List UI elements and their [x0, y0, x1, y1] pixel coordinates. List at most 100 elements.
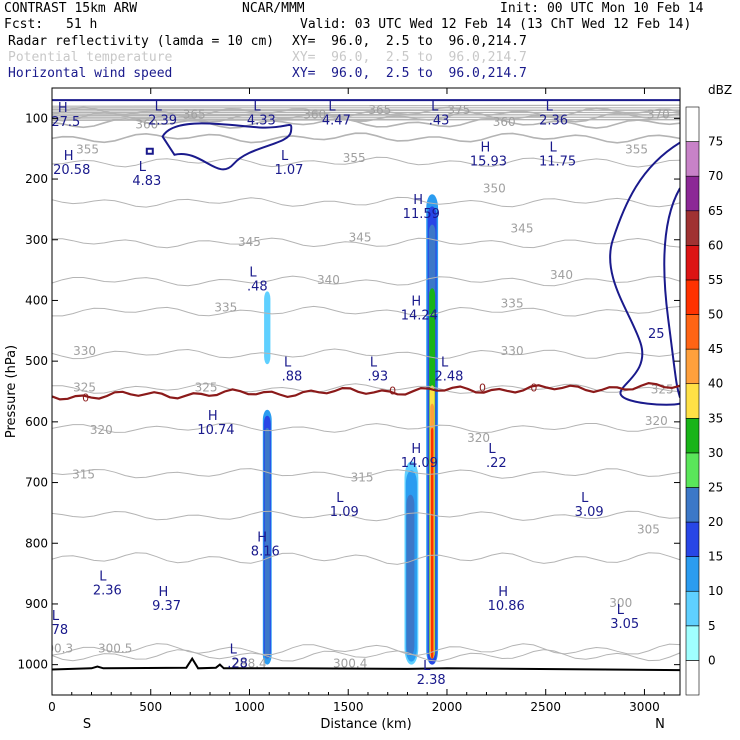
hl-value-11: 11.59: [403, 207, 440, 222]
hl-value-23: 2.36: [93, 584, 122, 599]
colorbar-level-15: 75: [708, 135, 723, 149]
hl-value-10: 11.75: [539, 155, 576, 170]
field-1-name: Radar reflectivity (lamda = 10 cm): [8, 34, 275, 49]
colorbar-level-4: 20: [708, 515, 723, 529]
colorbar-swatch-5: [685, 487, 700, 523]
hl-value-7: 4.83: [132, 174, 161, 189]
hl-mark-12: L: [249, 266, 257, 281]
organization: NCAR/MMM: [242, 1, 305, 16]
colorbar-swatch-9: [685, 348, 700, 385]
theta-contour-300.3: [52, 649, 680, 662]
freezing-level-label-0: 0: [82, 392, 89, 405]
colorbar-level-2: 10: [708, 584, 723, 598]
hl-mark-14: L: [284, 355, 292, 370]
theta-label-30: 300.3: [39, 642, 73, 656]
y-tick-label-2: 300: [25, 233, 48, 247]
colorbar-level-11: 55: [708, 273, 723, 287]
theta-band-line-3: [52, 109, 680, 112]
theta-contour-300.5: [52, 643, 680, 656]
hl-value-29: 2.38: [417, 673, 446, 688]
init-time: Init: 00 UTC Mon 10 Feb 14: [500, 1, 704, 16]
theta-label-22: 325: [651, 382, 674, 396]
hl-mark-4: L: [431, 99, 439, 114]
y-tick-label-7: 800: [25, 536, 48, 550]
hl-mark-9: H: [480, 141, 490, 156]
colorbar-level-1: 5: [708, 619, 716, 633]
hl-mark-15: L: [370, 355, 378, 370]
colorbar-swatch-15: [685, 141, 700, 177]
axes-layer: 0 500 1000 1500 2000 2500 30001002003004005006…: [4, 88, 680, 732]
hl-mark-6: H: [64, 149, 74, 164]
theta-band-line-9: [52, 118, 680, 122]
theta-label-4: 375: [447, 103, 470, 117]
theta-label-3: 365: [368, 103, 391, 117]
colorbar-swatch-14: [685, 175, 700, 212]
hl-value-17: 10.74: [197, 423, 234, 438]
theta-contour-320: [52, 422, 680, 434]
colorbar-level-13: 65: [708, 204, 723, 218]
hl-value-5: 2.36: [539, 113, 568, 128]
theta-contour-345: [52, 237, 680, 249]
theta-label-24: 320: [467, 431, 490, 445]
hl-value-8: 1.07: [275, 163, 304, 178]
hl-value-18: 14.09: [401, 456, 438, 471]
y-tick-label-8: 900: [25, 597, 48, 611]
theta-label-21: 325: [195, 381, 218, 395]
hl-value-19: .22: [486, 456, 507, 471]
theta-label-0: 360: [135, 118, 158, 132]
hl-value-16: 2.48: [434, 369, 463, 384]
colorbar-swatch-11: [685, 279, 700, 315]
x-tick-label-1: 500: [139, 700, 162, 714]
theta-label-33: 300.4: [333, 657, 367, 671]
theta-label-2: 360: [303, 107, 326, 121]
hl-value-20: 1.09: [330, 505, 359, 520]
reflectivity-cell-0: [264, 291, 271, 365]
hl-mark-2: L: [253, 99, 261, 114]
hl-value-1: 2.39: [148, 113, 177, 128]
theta-contour-330: [52, 348, 680, 360]
y-tick-label-0: 100: [25, 111, 48, 125]
hl-mark-28: L: [230, 643, 238, 658]
wind-small-contour: [145, 147, 154, 155]
colorbar-swatch-3: [685, 556, 700, 592]
theta-label-25: 320: [645, 414, 668, 428]
theta-label-18: 330: [73, 344, 96, 358]
theta-label-16: 335: [214, 300, 237, 314]
x-tick-label-0: 0: [48, 700, 56, 714]
field-2-xy: XY= 96.0, 2.5 to 96.0,214.7: [292, 50, 527, 65]
plot-frame: [51, 87, 681, 696]
hl-mark-13: H: [411, 295, 421, 310]
colorbar-swatch-8: [685, 383, 700, 419]
theta-label-31: 300.5: [98, 642, 132, 656]
theta-label-29: 300: [609, 596, 632, 610]
theta-contour-325: [52, 383, 680, 394]
colorbar-swatch-12: [685, 245, 700, 281]
forecast-hour: 51 h: [66, 17, 98, 32]
y-tick-label-6: 700: [25, 476, 48, 490]
hl-value-2: 4.33: [247, 113, 276, 128]
theta-label-10: 350: [483, 181, 506, 195]
colorbar-swatch-16: [685, 106, 700, 142]
theta-label-11: 345: [238, 235, 261, 249]
reflectivity-layer: [262, 194, 439, 665]
hl-value-3: 4.47: [322, 113, 351, 128]
theta-label-14: 340: [317, 273, 340, 287]
hl-value-26: 3.05: [610, 617, 639, 632]
hl-mark-26: L: [617, 603, 625, 618]
colorbar-swatch-0: [685, 660, 700, 696]
wind-25-contour-right: [663, 187, 680, 398]
field-3-xy: XY= 96.0, 2.5 to 96.0,214.7: [292, 66, 527, 81]
theta-contour-350: [52, 196, 680, 208]
colorbar-level-9: 45: [708, 342, 723, 356]
y-tick-label-1: 200: [25, 172, 48, 186]
reflectivity-cell-6: [406, 494, 415, 656]
theta-label-1: 365: [183, 107, 206, 121]
y-tick-label-4: 500: [25, 354, 48, 368]
hl-mark-16: L: [441, 355, 449, 370]
theta-label-13: 345: [511, 221, 534, 235]
x-tick-label-3: 1500: [333, 700, 364, 714]
hl-mark-29: L: [423, 659, 431, 674]
theta-label-23: 320: [90, 423, 113, 437]
colorbar-swatch-7: [685, 417, 700, 454]
